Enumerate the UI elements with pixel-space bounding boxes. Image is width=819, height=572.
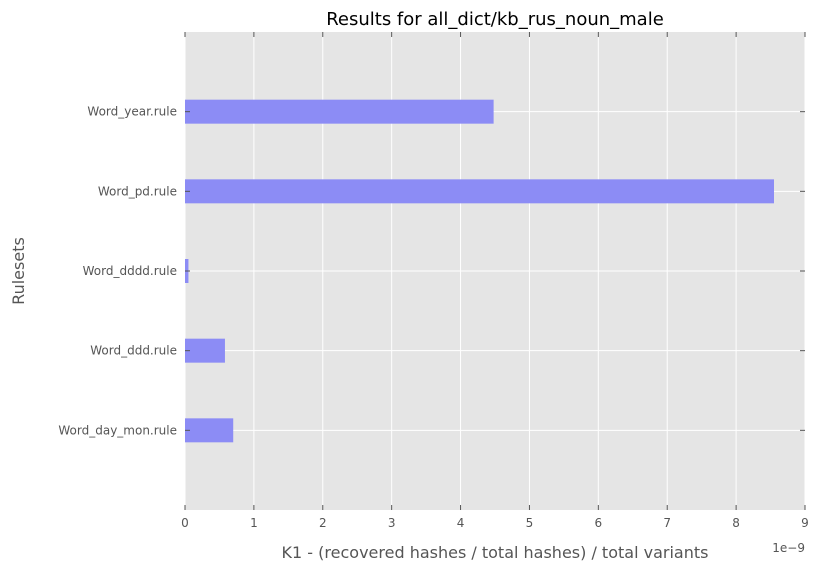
ticks bbox=[184, 32, 806, 510]
y-tick-label: Word_day_mon.rule bbox=[58, 423, 177, 437]
x-tick-label: 6 bbox=[595, 516, 603, 530]
bar bbox=[185, 99, 494, 124]
x-tick-label: 3 bbox=[388, 516, 396, 530]
x-tick-label: 1 bbox=[250, 516, 258, 530]
bar bbox=[185, 338, 225, 363]
x-tick-label: 9 bbox=[801, 516, 809, 530]
x-tick-label: 2 bbox=[319, 516, 327, 530]
x-axis-offset-label: 1e−9 bbox=[772, 541, 805, 555]
x-tick-label: 7 bbox=[663, 516, 671, 530]
tick-labels: 0 1 2 3 4 5 6 7 8 9 Word_year.rule Word_pd.rule Word… bbox=[58, 105, 808, 530]
x-tick-label: 4 bbox=[457, 516, 465, 530]
chart-title: Results for all_dict/kb_rus_noun_male bbox=[326, 9, 664, 30]
y-tick-label: Word_pd.rule bbox=[98, 184, 177, 198]
bar bbox=[185, 418, 234, 443]
x-axis-label: K1 - (recovered hashes / total hashes) /… bbox=[282, 543, 709, 562]
bars bbox=[185, 99, 774, 443]
y-tick-label: Word_year.rule bbox=[87, 105, 177, 119]
y-tick-label: Word_dddd.rule bbox=[83, 264, 177, 278]
x-tick-label: 8 bbox=[732, 516, 740, 530]
y-tick-label: Word_ddd.rule bbox=[90, 344, 177, 358]
x-tick-label: 5 bbox=[526, 516, 534, 530]
y-axis-label: Rulesets bbox=[9, 237, 28, 305]
bar bbox=[185, 179, 774, 204]
x-tick-label: 0 bbox=[181, 516, 189, 530]
